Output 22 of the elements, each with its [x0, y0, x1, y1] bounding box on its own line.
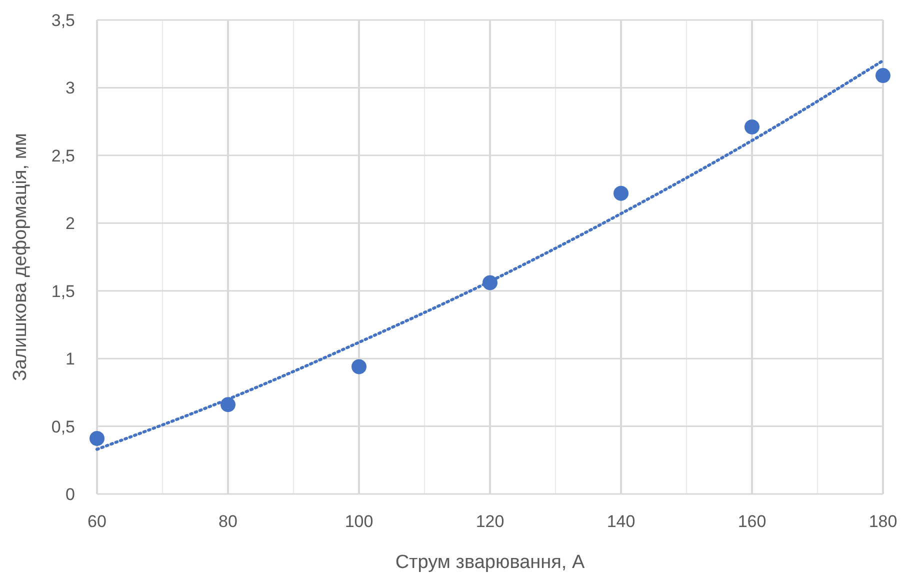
point	[90, 430, 104, 446]
x-axis-title: Струм зварювання, А	[395, 552, 585, 573]
point	[876, 68, 890, 84]
x-tick-label: 100	[344, 512, 374, 531]
x-tick-label: 80	[218, 512, 238, 531]
y-tick-label: 0	[66, 485, 75, 504]
point	[352, 359, 366, 374]
y-tick-label: 3,5	[51, 11, 75, 30]
y-axis-title: Залишкова деформація, мм	[10, 133, 31, 381]
x-tick-label: 60	[88, 512, 106, 531]
y-tick-label: 0,5	[51, 417, 75, 436]
y-tick-label: 3	[66, 78, 75, 98]
x-tick-label: 160	[738, 512, 766, 531]
point	[614, 186, 628, 201]
y-tick-label: 2	[66, 214, 75, 234]
y-tick-label: 1,5	[51, 282, 75, 301]
y-tick-label: 2,5	[51, 146, 75, 166]
y-tick-label: 1	[66, 350, 75, 369]
x-tick-label: 140	[606, 512, 636, 531]
x-tick-label: 120	[476, 512, 504, 531]
x-tick-label: 180	[868, 512, 898, 531]
point	[744, 119, 760, 134]
